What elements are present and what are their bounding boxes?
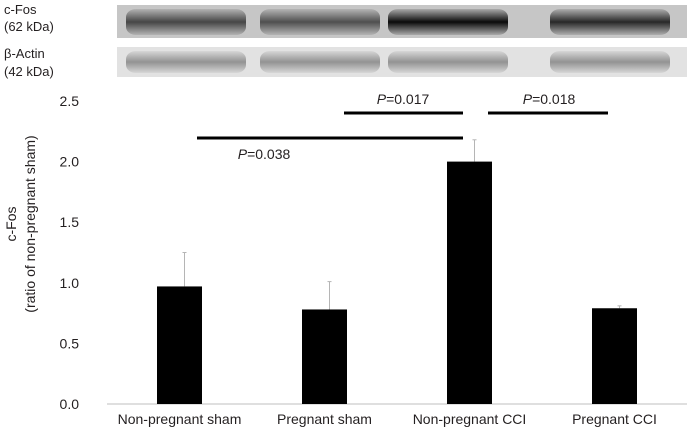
blot-band	[126, 9, 246, 35]
blot-label-cfos: c-Fos	[4, 2, 37, 17]
p-symbol: P	[523, 91, 533, 107]
p-value: =0.018	[532, 91, 575, 107]
blot-band	[550, 51, 670, 73]
x-tick-label: Non-pregnant sham	[118, 411, 242, 427]
bar	[447, 161, 492, 404]
blot-bands	[126, 9, 670, 73]
x-axis-tick-labels: Non-pregnant sham Pregnant sham Non-pregna…	[118, 411, 657, 427]
p-value-label: P=0.018	[523, 91, 576, 107]
blot-band	[388, 51, 508, 73]
y-tick-label: 2.5	[60, 93, 80, 109]
y-axis-ticks: 0.0 0.5 1.0 1.5 2.0 2.5	[60, 93, 80, 412]
p-value-label: P=0.017	[377, 91, 430, 107]
x-tick-label: Pregnant sham	[277, 411, 372, 427]
blot-size-cfos: (62 kDa)	[4, 19, 54, 34]
blot-band	[260, 51, 380, 73]
blot-band	[260, 9, 380, 35]
bar	[302, 309, 347, 404]
p-value: =0.017	[386, 91, 429, 107]
error-bars	[182, 139, 622, 310]
p-value: =0.038	[247, 146, 290, 162]
y-tick-label: 1.5	[60, 214, 80, 230]
blot-band	[388, 9, 508, 35]
blot-band	[550, 9, 670, 35]
western-blot: c-Fos (62 kDa) β-Actin (42 kDa)	[4, 2, 687, 79]
bar	[157, 286, 202, 404]
y-tick-label: 2.0	[60, 154, 80, 170]
y-tick-label: 1.0	[60, 275, 80, 291]
y-axis-label: c-Fos	[3, 207, 19, 242]
bars	[157, 161, 637, 404]
blot-size-actin: (42 kDa)	[4, 64, 54, 79]
y-axis-label-line2: (ratio of non-pregnant sham)	[22, 135, 38, 312]
bar-chart: c-Fos (ratio of non-pregnant sham) 0.00.…	[3, 91, 687, 427]
p-symbol: P	[238, 146, 248, 162]
x-tick-label: Non-pregnant CCI	[413, 411, 527, 427]
x-tick-label: Pregnant CCI	[572, 411, 657, 427]
y-tick-label: 0.5	[60, 335, 80, 351]
p-value-label: P=0.038	[238, 146, 291, 162]
y-tick-label: 0.0	[60, 396, 80, 412]
bar	[592, 308, 637, 404]
p-symbol: P	[377, 91, 387, 107]
blot-label-actin: β-Actin	[4, 46, 45, 61]
blot-band	[126, 51, 246, 73]
